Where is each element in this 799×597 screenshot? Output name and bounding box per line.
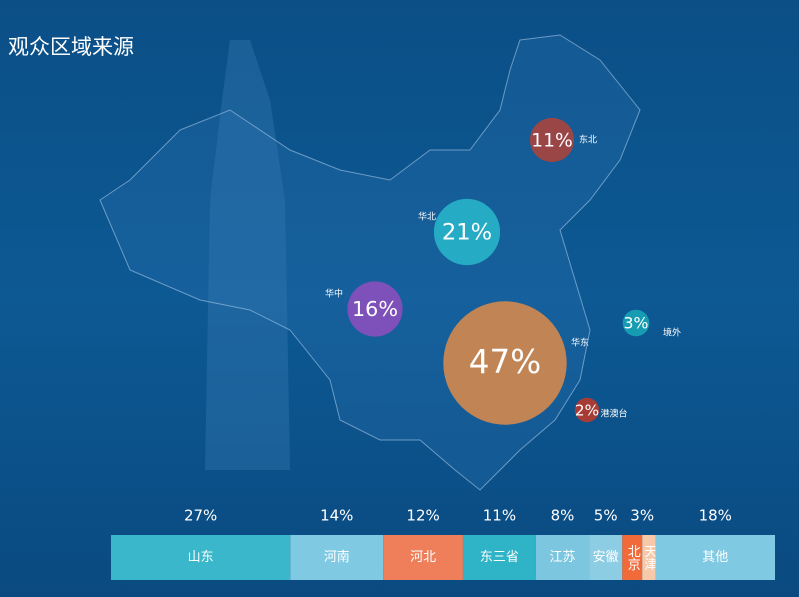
bubble-label: 3%: [624, 314, 649, 333]
value-label: 18%: [699, 507, 732, 525]
value-label: 3%: [630, 507, 654, 525]
segment-label: 安徽: [593, 550, 619, 565]
segment-label: 河南: [324, 549, 350, 565]
bar-segment: [290, 535, 384, 580]
region-label: 华东: [571, 337, 589, 349]
bubble: [347, 281, 403, 337]
bubble: [443, 301, 567, 425]
building: [205, 40, 290, 470]
bubble: [433, 198, 501, 266]
region-label: 东北: [579, 134, 597, 146]
bubble-label: 21%: [442, 220, 492, 246]
value-label: 11%: [483, 507, 516, 525]
segment-label: 山东: [188, 550, 214, 565]
segment-label: 北京: [625, 545, 641, 571]
bubble-label: 16%: [352, 297, 398, 321]
segment-label: 天津: [641, 545, 657, 571]
value-label: 8%: [551, 507, 575, 525]
bubble-label: 11%: [531, 131, 573, 152]
segment-label: 东三省: [480, 550, 519, 565]
bar-segment: [655, 535, 775, 580]
value-label: 12%: [406, 507, 439, 525]
bar-segment: [622, 535, 643, 580]
bar-segment: [111, 535, 291, 580]
bar-segment: [642, 535, 656, 580]
segment-label: 河北: [410, 550, 436, 565]
bubble-label: 47%: [469, 343, 541, 381]
region-label: 港澳台: [600, 408, 627, 420]
region-label: 境外: [663, 327, 681, 339]
value-label: 5%: [594, 507, 618, 525]
bar-segment: [462, 535, 536, 580]
bar-segment: [589, 535, 623, 580]
segment-label: 其他: [702, 550, 728, 565]
bubble: [574, 397, 600, 423]
bubble: [622, 309, 650, 337]
segment-label: 江苏: [550, 549, 576, 565]
value-label: 14%: [320, 507, 353, 525]
bar-segment: [535, 535, 590, 580]
region-label: 华中: [325, 288, 343, 300]
value-label: 27%: [184, 507, 217, 525]
title: 观众区域来源: [8, 35, 134, 59]
bubble: [529, 117, 575, 163]
bar-segment: [383, 535, 463, 580]
region-label: 华北: [418, 211, 436, 223]
bubble-label: 2%: [575, 402, 599, 420]
